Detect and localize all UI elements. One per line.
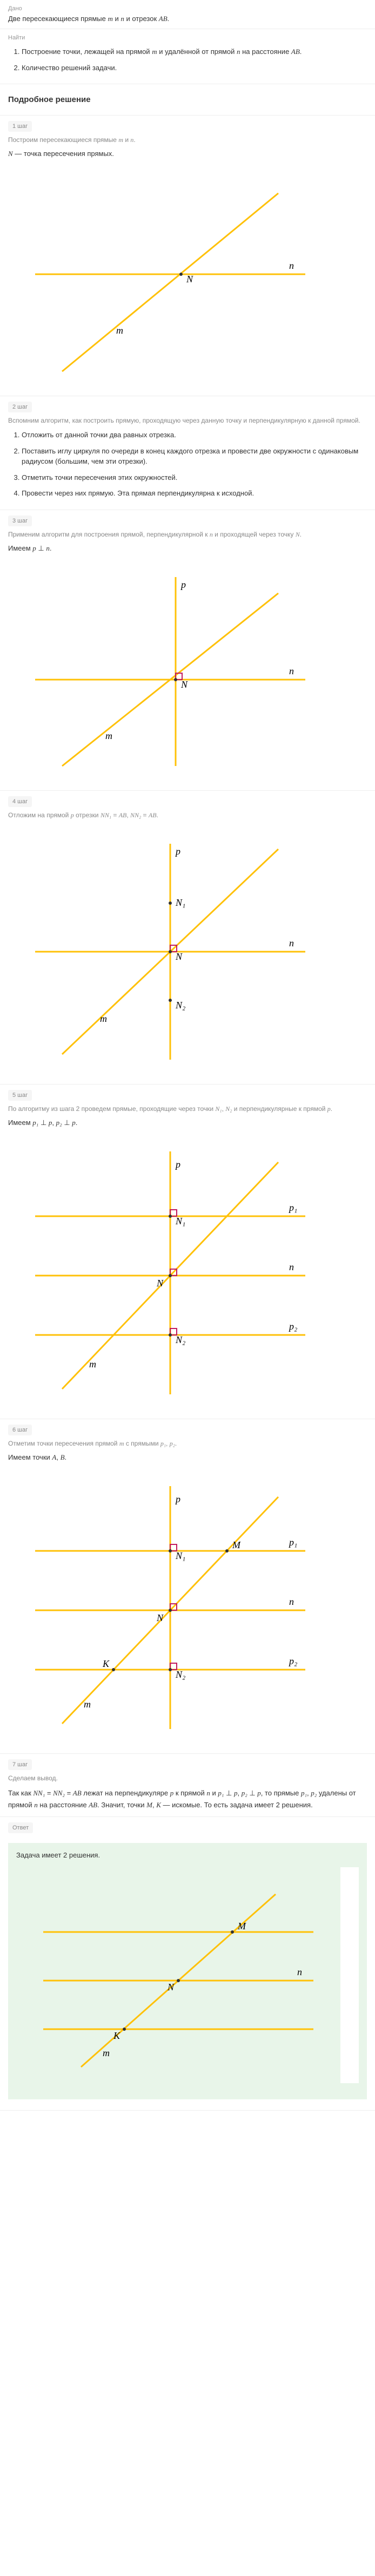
svg-text:m: m xyxy=(89,1359,96,1370)
svg-text:K: K xyxy=(102,1658,110,1669)
step-list: Отложить от данной точки два равных отре… xyxy=(8,430,367,499)
step-diagram: n m N xyxy=(8,166,367,382)
step-section: 5 шаг По алгоритму из шага 2 проведем пря… xyxy=(0,1084,375,1419)
svg-text:N₂: N₂ xyxy=(175,1000,185,1011)
step-label: 5 шаг xyxy=(8,1090,32,1101)
answer-text: Задача имеет 2 решения. xyxy=(16,1851,359,1859)
given-text: Две пересекающиеся прямые m и n и отрезо… xyxy=(8,15,367,23)
find-item: Количество решений задачи. xyxy=(22,63,367,73)
step-label: 7 шаг xyxy=(8,1759,32,1770)
step-diagram: n m p p₁ p₂ N N₁ N₂ M K xyxy=(8,1470,367,1740)
svg-text:N₁: N₁ xyxy=(175,1550,185,1561)
svg-text:N: N xyxy=(186,274,193,284)
step-text: Имеем p ⊥ n. xyxy=(8,544,367,553)
svg-text:n: n xyxy=(289,1596,294,1607)
step-section: 1 шаг Построим пересекающиеся прямые m и … xyxy=(0,116,375,396)
list-item: Отложить от данной точки два равных отре… xyxy=(22,430,367,440)
answer-label: Ответ xyxy=(8,1822,33,1833)
step-section: 2 шаг Вспомним алгоритм, как построить пр… xyxy=(0,396,375,510)
svg-text:p₁: p₁ xyxy=(288,1202,297,1213)
find-item: Построение точки, лежащей на прямой m и … xyxy=(22,46,367,57)
step-label: 2 шаг xyxy=(8,402,32,412)
step-conclusion: Так как NN₁ = NN₂ = AB лежат на перпенди… xyxy=(8,1787,367,1811)
step-desc: Сделаем вывод. xyxy=(8,1774,367,1782)
list-item: Провести через них прямую. Эта прямая пе… xyxy=(22,488,367,499)
svg-text:N: N xyxy=(167,1982,175,1992)
svg-text:K: K xyxy=(113,2030,120,2041)
step-diagram: n m p p₁ p₂ N N₁ N₂ xyxy=(8,1135,367,1405)
svg-text:N₂: N₂ xyxy=(175,1669,185,1680)
step-desc: Отметим точки пересечения прямой m с пря… xyxy=(8,1440,367,1448)
svg-text:N: N xyxy=(156,1278,164,1289)
step-section: 6 шаг Отметим точки пересечения прямой m … xyxy=(0,1419,375,1754)
svg-text:p₁: p₁ xyxy=(288,1537,297,1548)
find-label: Найти xyxy=(8,35,367,41)
find-section: Найти Построение точки, лежащей на прямо… xyxy=(0,29,375,84)
svg-text:p: p xyxy=(175,1494,180,1504)
step-label: 1 шаг xyxy=(8,121,32,132)
answer-box: Задача имеет 2 решения. n m N M K xyxy=(8,1843,367,2099)
step-label: 3 шаг xyxy=(8,516,32,526)
svg-text:p: p xyxy=(175,1159,180,1170)
svg-text:m: m xyxy=(103,2048,110,2058)
step-desc: Применим алгоритм для построения прямой,… xyxy=(8,531,367,539)
list-item: Отметить точки пересечения этих окружнос… xyxy=(22,472,367,483)
svg-text:p: p xyxy=(175,846,180,857)
svg-text:n: n xyxy=(289,938,294,948)
steps-container: 1 шаг Построим пересекающиеся прямые m и … xyxy=(0,116,375,1817)
step-desc: Построим пересекающиеся прямые m и n. xyxy=(8,136,367,144)
step-label: 6 шаг xyxy=(8,1425,32,1435)
step-desc: Отложим на прямой p отрезки NN₁ = AB, NN… xyxy=(8,811,367,819)
step-label: 4 шаг xyxy=(8,796,32,807)
svg-text:m: m xyxy=(84,1699,91,1710)
list-item: Поставить иглу циркуля по очереди в коне… xyxy=(22,446,367,467)
svg-text:p₂: p₂ xyxy=(288,1656,297,1666)
step-desc: Вспомним алгоритм, как построить прямую,… xyxy=(8,417,367,424)
solution-section: Подробное решение xyxy=(0,84,375,116)
step-section: 4 шаг Отложим на прямой p отрезки NN₁ = A… xyxy=(0,791,375,1084)
svg-text:n: n xyxy=(289,260,294,271)
solution-heading: Подробное решение xyxy=(8,95,367,104)
step-diagram: n m p N N₁ N₂ xyxy=(8,828,367,1070)
answer-diagram: n m N M K xyxy=(16,1867,359,2083)
find-list: Построение точки, лежащей на прямой m и … xyxy=(8,46,367,73)
svg-text:m: m xyxy=(116,325,123,336)
svg-text:m: m xyxy=(105,730,112,741)
step-diagram: n m p N xyxy=(8,561,367,777)
svg-text:N: N xyxy=(175,951,183,962)
step-section: 3 шаг Применим алгоритм для построения пр… xyxy=(0,510,375,791)
svg-text:N₁: N₁ xyxy=(175,1216,185,1226)
step-desc: По алгоритму из шага 2 проведем прямые, … xyxy=(8,1105,367,1113)
step-section: 7 шаг Сделаем вывод. Так как NN₁ = NN₂ = A… xyxy=(0,1754,375,1817)
svg-text:N₂: N₂ xyxy=(175,1334,185,1345)
step-text: N — точка пересечения прямых. xyxy=(8,150,367,158)
svg-text:M: M xyxy=(232,1540,241,1550)
given-section: Дано Две пересекающиеся прямые m и n и о… xyxy=(0,0,375,29)
svg-text:p₂: p₂ xyxy=(288,1321,297,1332)
step-text: Имеем p₁ ⊥ p, p₂ ⊥ p. xyxy=(8,1118,367,1127)
svg-text:n: n xyxy=(289,1262,294,1272)
svg-text:M: M xyxy=(237,1921,246,1931)
svg-text:n: n xyxy=(289,666,294,676)
svg-text:n: n xyxy=(297,1967,302,1977)
svg-text:p: p xyxy=(180,579,186,590)
svg-text:N₁: N₁ xyxy=(175,897,185,908)
given-label: Дано xyxy=(8,5,367,12)
svg-text:m: m xyxy=(100,1013,107,1024)
answer-section: Ответ Задача имеет 2 решения. n m N M K xyxy=(0,1817,375,2111)
svg-text:N: N xyxy=(156,1612,164,1623)
svg-text:N: N xyxy=(180,679,188,690)
step-text: Имеем точки A, B. xyxy=(8,1453,367,1462)
